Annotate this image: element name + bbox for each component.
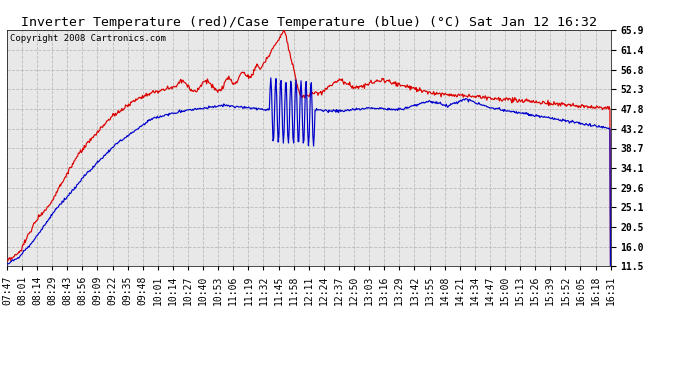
Text: Copyright 2008 Cartronics.com: Copyright 2008 Cartronics.com	[10, 33, 166, 42]
Title: Inverter Temperature (red)/Case Temperature (blue) (°C) Sat Jan 12 16:32: Inverter Temperature (red)/Case Temperat…	[21, 16, 597, 29]
